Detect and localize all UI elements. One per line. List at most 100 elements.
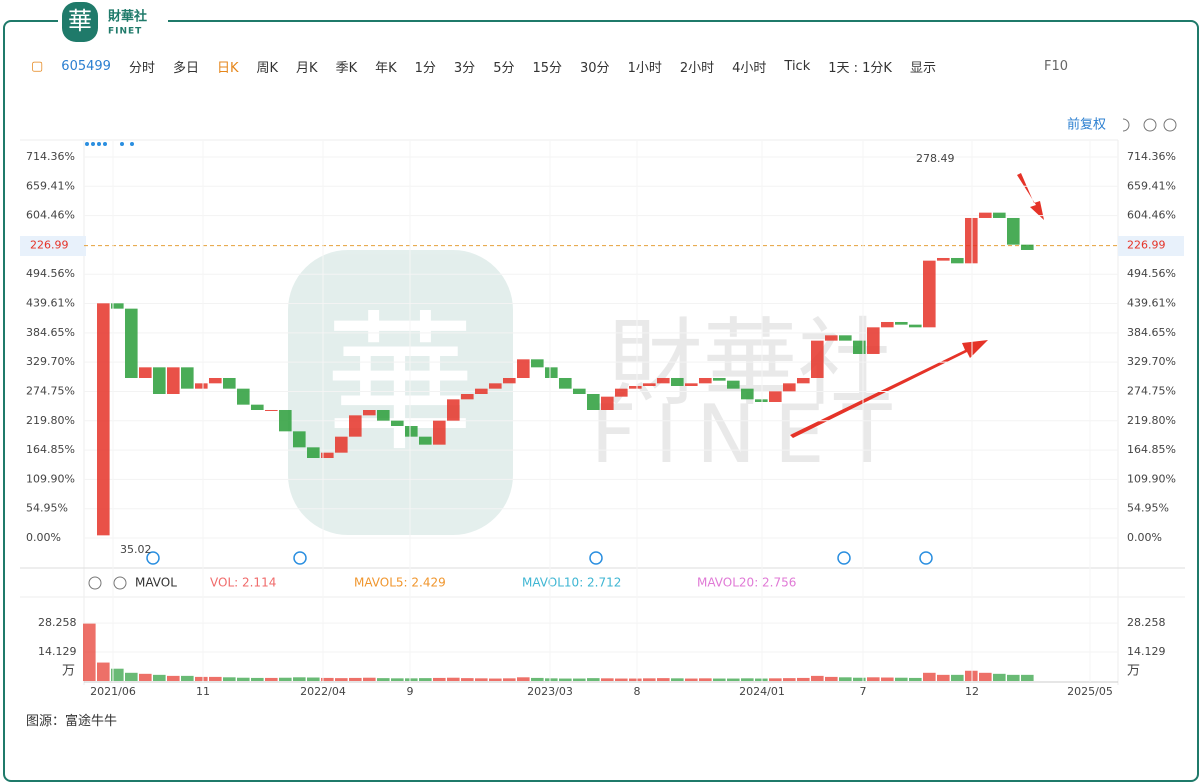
y-tick-label-right: 439.61%: [1127, 297, 1176, 310]
toolbar-item[interactable]: 1天 : 1分K: [828, 60, 892, 76]
toolbar-item[interactable]: 季K: [335, 60, 358, 76]
logo-sub: FINET: [108, 27, 142, 37]
volume-bar: [993, 673, 1006, 681]
volume-bar: [881, 677, 894, 681]
candle: [559, 377, 572, 389]
toolbar-item[interactable]: 4小时: [732, 60, 767, 76]
f10[interactable]: F10: [1043, 58, 1069, 74]
watermark-mark: 華: [325, 298, 475, 472]
volume-bar: [349, 677, 362, 681]
volume-bar: [643, 678, 656, 681]
candle: [433, 420, 446, 445]
volume-bar: [699, 678, 712, 681]
status-dots: [85, 142, 134, 146]
candle: [1021, 244, 1034, 250]
candle: [237, 388, 250, 405]
adjust-mode[interactable]: 前复权: [1067, 117, 1106, 133]
toolbar-item[interactable]: 分时: [128, 60, 155, 76]
y-tick-label-right: 384.65%: [1127, 326, 1176, 339]
toolbar-item[interactable]: 3分: [453, 60, 476, 76]
candle: [699, 377, 712, 384]
volume-bar: [839, 677, 852, 681]
candle: [1007, 217, 1020, 245]
candle: [909, 324, 922, 328]
candle: [993, 212, 1006, 218]
toolbar-item[interactable]: Tick: [784, 58, 811, 74]
toolbar: ▢ 605499 分时 多日 日K 周K 月K 季K 年K 1分 3分 5分 15分 30分 1小时 2小…: [22, 54, 1182, 78]
x-tick-label: 12: [965, 685, 979, 698]
toolbar-item[interactable]: 周K: [256, 60, 279, 76]
legend-item: MAVOL: [135, 576, 177, 590]
volume-tick-label-right: 14.129: [1127, 645, 1166, 658]
candle: [153, 367, 166, 394]
volume-bar: [83, 623, 96, 681]
candle: [671, 377, 684, 386]
y-tick-label: 714.36%: [26, 150, 75, 163]
volume-bar: [405, 678, 418, 681]
candle: [181, 367, 194, 389]
toolbar-item[interactable]: 月K: [296, 60, 318, 76]
toolbar-item[interactable]: 多日: [172, 60, 199, 76]
candle: [755, 399, 768, 402]
toolbar-item[interactable]: 5分: [493, 60, 515, 76]
candle: [293, 431, 306, 448]
candle: [811, 340, 824, 378]
y-tick-label-right: 164.85%: [1127, 443, 1176, 456]
volume-bar: [531, 677, 544, 681]
toolbar-item[interactable]: 30分: [580, 60, 610, 76]
layout-icon[interactable]: ▢: [31, 58, 44, 74]
toolbar-item[interactable]: 15分: [532, 60, 563, 76]
candle: [335, 436, 348, 453]
toolbar-item[interactable]: 1分: [414, 60, 436, 76]
toolbar-item[interactable]: 1小时: [627, 60, 662, 76]
volume-bar: [909, 677, 922, 681]
toolbar-item[interactable]: 2小时: [679, 60, 715, 76]
candle: [629, 385, 642, 389]
volume-bar: [573, 678, 586, 681]
volume-bar: [223, 677, 236, 681]
logo-svg: 華 財華社 FINET: [62, 2, 147, 42]
y-tick-label: 164.85%: [26, 443, 75, 456]
volume-bar: [979, 672, 992, 681]
y-tick-label-right: 329.70%: [1127, 355, 1176, 368]
candle: [839, 335, 852, 341]
x-tick-label: 8: [634, 685, 641, 698]
arrows: [790, 173, 1044, 438]
volume-bar: [125, 672, 138, 681]
price-tag-bg: [1118, 236, 1184, 256]
volume-bar: [559, 678, 572, 681]
legend-item: MAVOL10: 2.712: [522, 576, 621, 590]
volume-bar: [825, 676, 838, 681]
candle: [587, 393, 600, 410]
candle: [419, 436, 432, 445]
candle: [209, 377, 222, 384]
candle: [545, 367, 558, 378]
volume-bar: [657, 678, 670, 681]
stock-code[interactable]: 605499: [61, 58, 111, 74]
logo: 華 財華社 FINET: [58, 2, 168, 42]
volume-bar: [615, 678, 628, 681]
toolbar-item[interactable]: 年K: [375, 60, 397, 76]
volume-bar: [335, 678, 348, 681]
candle: [461, 393, 474, 400]
candle: [167, 367, 180, 394]
volume-bar: [587, 678, 600, 681]
toolbar-item[interactable]: 日K: [216, 60, 239, 76]
watermark-name: 財華社: [607, 309, 892, 419]
volume-bar: [489, 678, 502, 681]
toolbar-item[interactable]: 显示: [909, 60, 936, 76]
y-tick-label: 494.56%: [26, 267, 75, 280]
candle: [797, 377, 810, 384]
volume-bar: [503, 678, 516, 681]
volume-bar: [545, 678, 558, 681]
volume-bar: [447, 677, 460, 681]
y-tick-label: 659.41%: [26, 179, 75, 192]
y-tick-label-right: 714.36%: [1127, 150, 1176, 163]
y-tick-label: 329.70%: [26, 355, 75, 368]
candle: [657, 377, 670, 384]
volume-bar: [195, 676, 208, 681]
candle: [615, 388, 628, 397]
x-tick-label: 2023/03: [527, 685, 573, 698]
candle: [979, 212, 992, 218]
high-label: 278.49: [916, 152, 955, 165]
